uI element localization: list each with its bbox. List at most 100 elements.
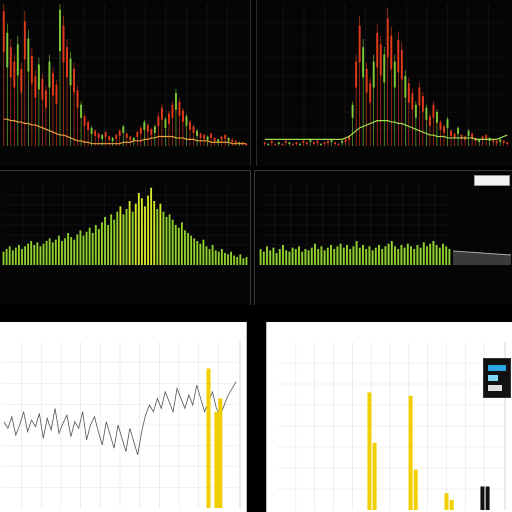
volume-bar [336,246,339,265]
candle-body [369,83,372,103]
candle-body [136,132,139,137]
candle-body [48,61,51,88]
candle-body [383,54,386,83]
candle-body [414,104,417,118]
volume-bar [259,249,262,265]
candle-body [316,140,319,143]
candle-body [146,124,149,132]
candle-body [27,38,30,72]
candle-body [20,68,23,93]
volume-bar [39,246,42,265]
volume-bar [79,230,82,265]
candle-body [421,96,424,112]
legend-swatch-cyan [488,375,498,381]
middle-right-chart [259,185,512,265]
volume-bar [298,246,300,265]
candle-body [51,73,54,96]
volume-bar [445,246,448,265]
candle-body [288,142,291,144]
highlight-bar [206,368,211,508]
volume-bar [406,243,409,265]
volume-bar [202,239,205,265]
candle-body [277,142,280,144]
candle-body [139,127,142,134]
volume-bar [242,258,245,265]
candle-body [245,143,248,145]
candle-body [23,21,26,60]
volume-bar [224,253,226,265]
candle-body [115,135,118,139]
volume-bar [153,201,156,265]
volume-bar [190,235,193,265]
candle-body [189,122,191,130]
candle-body [404,76,407,98]
candle-body [101,135,104,139]
candle-body [97,133,100,138]
candle-body [432,104,435,118]
candle-body [379,44,382,76]
volume-bar [211,245,214,265]
bottom-right-bar-panel [266,322,512,512]
candle-body [104,132,107,137]
volume-bar [205,246,208,265]
candle-body [386,18,389,58]
top-left-candlestick-panel [0,0,251,166]
volume-bar [110,214,113,265]
volume-bar [48,238,51,265]
volume-bar [416,245,419,265]
candle-body [281,143,284,145]
candle-body [185,116,188,126]
volume-bar [394,246,396,265]
candle-body [150,129,153,135]
legend-swatch-grey [488,385,502,391]
volume-bar [64,238,66,265]
candle-body [203,135,206,139]
candle-body [108,136,111,140]
volume-bar [54,239,57,265]
volume-bar [17,245,20,265]
volume-bar [245,257,248,265]
volume-bar [282,245,284,265]
moving-average-line [264,120,508,140]
bottom-left-chart [2,342,241,508]
candle-body [337,143,340,145]
volume-bar [432,241,435,265]
volume-bar [448,249,451,265]
candle-body [143,122,146,130]
volume-bar [422,242,425,265]
volume-bar [352,246,355,265]
highlight-bar [367,392,372,510]
volume-bar [33,245,36,265]
volume-bar [199,243,202,265]
volume-bar [220,249,223,265]
volume-bar [116,211,119,265]
candle-body [231,139,234,142]
volume-bar [174,225,177,265]
highlight-bar [444,493,449,510]
middle-right-range-selector[interactable] [474,175,510,186]
candle-body [94,130,97,136]
volume-bar [140,198,143,265]
volume-bar [410,246,412,265]
candle-body [467,130,470,136]
volume-bar [291,247,294,265]
candle-body [471,133,474,138]
volume-bar [8,246,11,265]
volume-trend-line [452,250,512,256]
volume-bar [269,250,272,265]
volume-bar [278,249,281,265]
volume-bar [294,249,297,265]
volume-bar [374,247,377,265]
volume-bar [358,247,361,265]
volume-bar [371,250,374,265]
candle-body [270,140,273,143]
volume-bar [438,247,441,265]
volume-bar [272,247,275,265]
bottom-right-legend-widget[interactable] [483,358,511,398]
candle-body [220,136,223,140]
volume-bar [426,246,428,265]
candle-body [400,50,403,80]
volume-bar [310,247,313,265]
candle-body [41,78,44,100]
highlight-bar [372,442,377,510]
